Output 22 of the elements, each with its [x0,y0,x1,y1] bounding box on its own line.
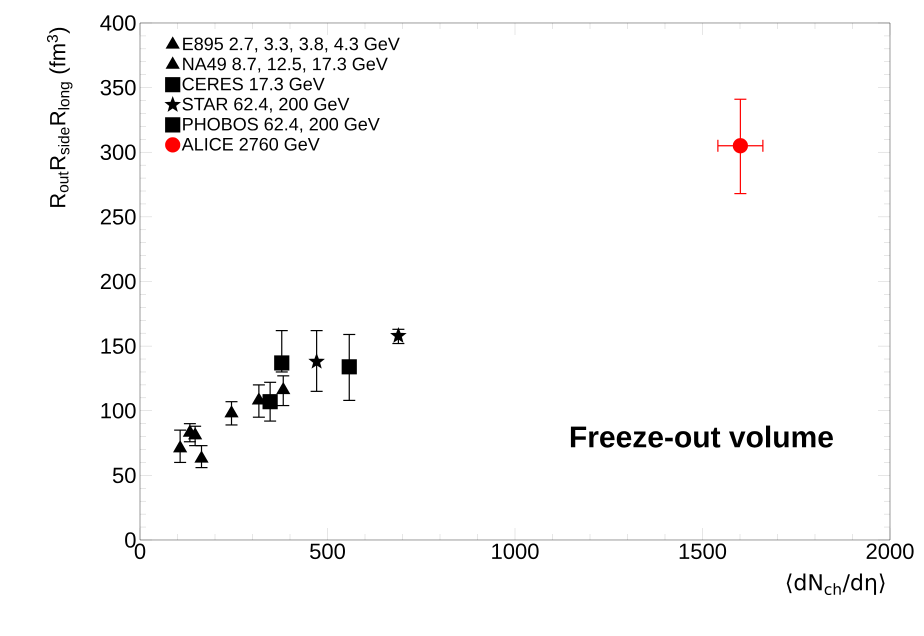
x-tick-label: 500 [310,544,345,560]
x-tick-label: 1500 [680,544,726,560]
y-tick-label: 150 [101,338,136,354]
y-tick-label: 350 [100,80,136,96]
legend-label: STAR 62.4, 200 GeV [182,98,350,113]
legend-label: PHOBOS 62.4, 200 GeV [183,118,380,133]
annotation: Freeze-out volume [570,426,833,448]
y-tick-label: 200 [100,274,136,290]
x-axis-title: ⟨dN$_{ch}$/dη⟩ [786,574,885,596]
y-tick-label: 300 [100,144,136,160]
x-tick-label: 2000 [866,544,914,560]
y-tick-label: 250 [100,209,136,225]
legend-label: ALICE 2760 GeV [182,138,320,151]
x-tick-label: 1000 [492,544,539,560]
text: R$_{out}$R$_{side}$R$_{long}$ (fm$^{3}$) [46,28,72,207]
legend-label: E895 2.7, 3.3, 3.8, 4.3 GeV [183,38,400,52]
y-tick-label: 50 [112,468,136,484]
y-tick-label: 100 [101,402,136,419]
legend-label: NA49 8.7, 12.5, 17.3 GeV [183,58,388,72]
legend-label: CERES 17.3 GeV [182,78,325,90]
y-tick-label: 400 [100,15,136,31]
y-tick-label: 0 [125,532,136,548]
